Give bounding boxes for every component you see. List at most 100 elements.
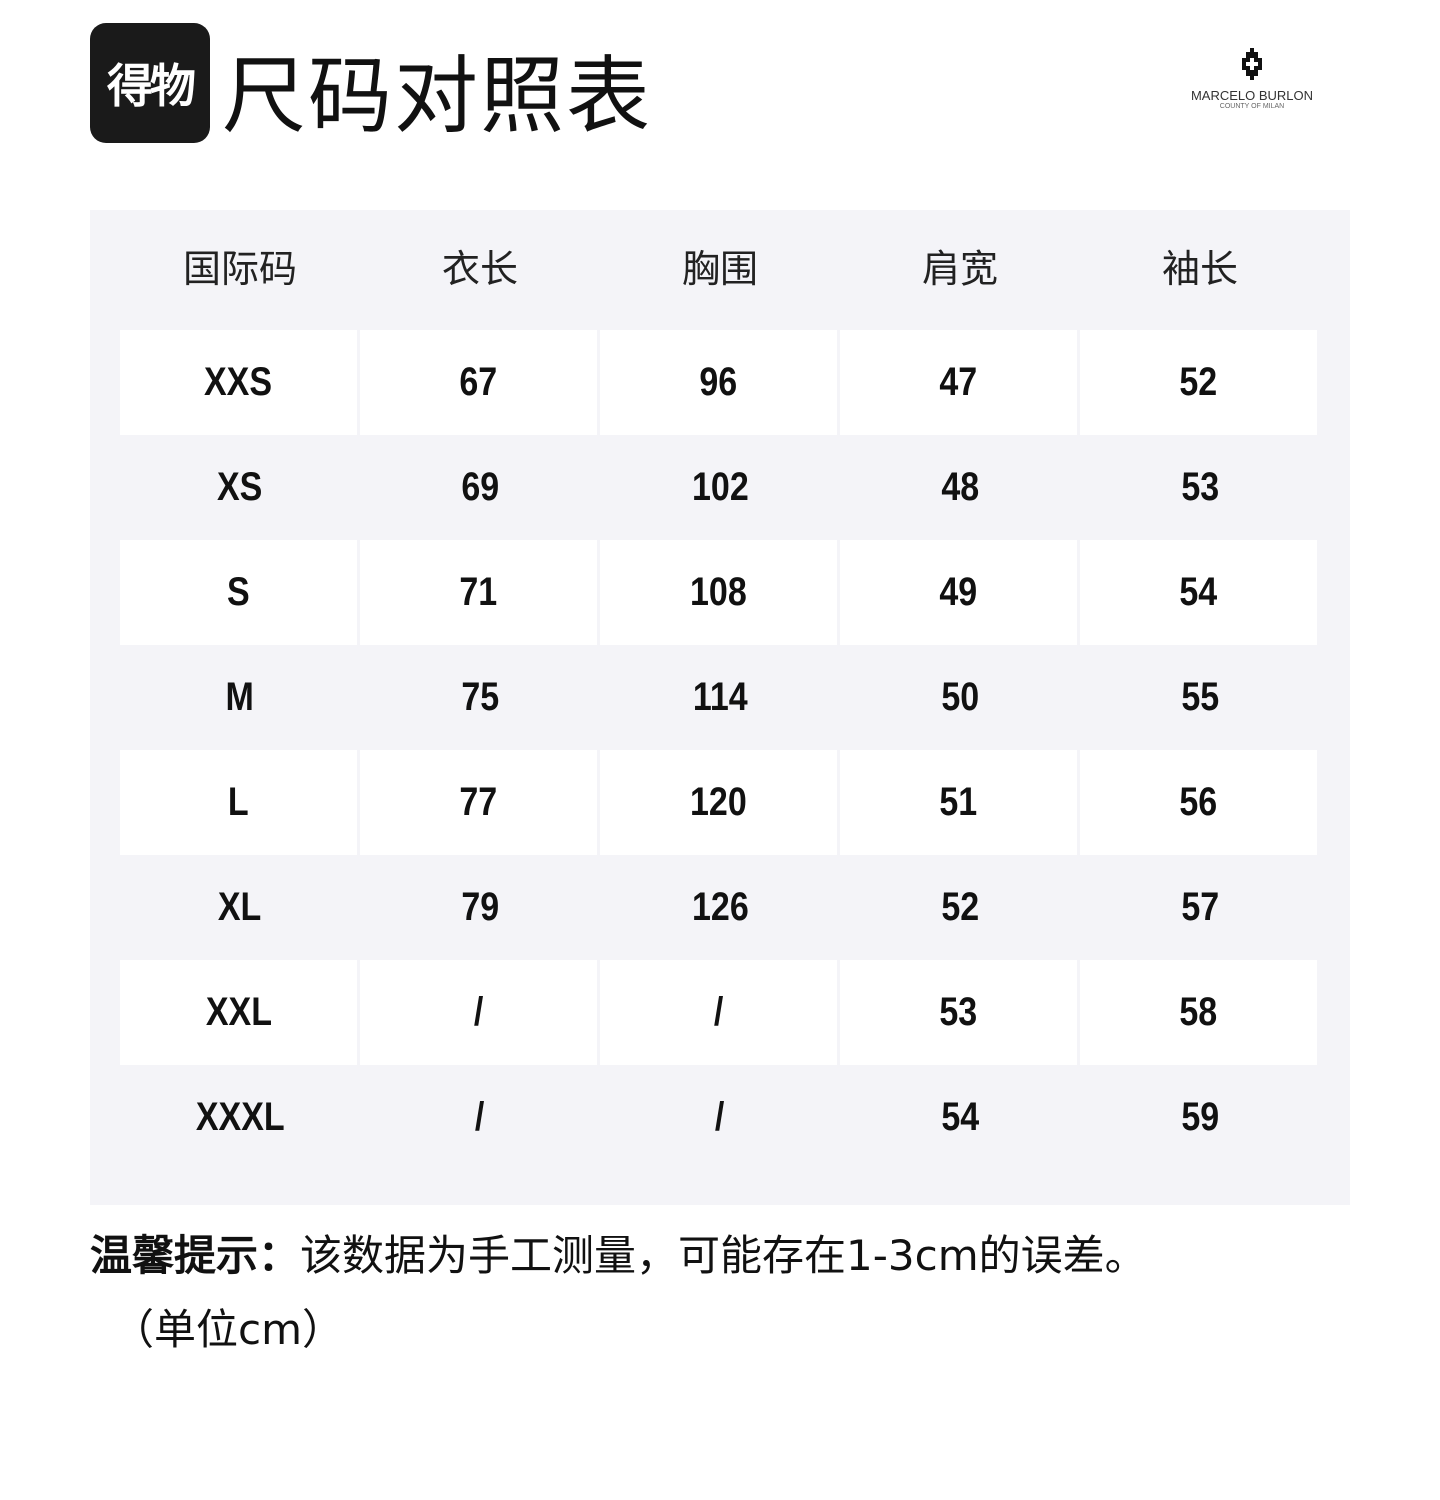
table-cell: 53 bbox=[1080, 435, 1320, 540]
table-row: XXL / / 53 58 bbox=[120, 960, 1320, 1065]
cell-value: 67 bbox=[459, 360, 498, 404]
column-header: 国际码 bbox=[182, 247, 297, 291]
table-cell: 67 bbox=[360, 330, 597, 435]
cell-value: / bbox=[715, 1095, 725, 1139]
cell-value: XL bbox=[218, 885, 262, 929]
table-cell: 75 bbox=[360, 645, 600, 750]
table-cell: / bbox=[360, 960, 597, 1065]
brand-logo: MARCELO BURLON COUNTY OF MILAN bbox=[1182, 48, 1322, 110]
cell-value: 108 bbox=[690, 570, 747, 614]
cell-value: 47 bbox=[939, 360, 978, 404]
cell-value: 55 bbox=[1181, 675, 1219, 719]
table-cell: 48 bbox=[840, 435, 1080, 540]
table-header: 国际码 衣长 胸围 肩宽 袖长 bbox=[120, 210, 1320, 330]
cell-value: 77 bbox=[459, 780, 498, 824]
cell-value: 102 bbox=[691, 465, 749, 509]
table-cell: 55 bbox=[1080, 645, 1320, 750]
table-cell: M bbox=[120, 645, 360, 750]
table-cell: 79 bbox=[360, 855, 600, 960]
column-header: 袖长 bbox=[1161, 247, 1238, 291]
cell-value: / bbox=[713, 990, 724, 1034]
table-cell: 49 bbox=[840, 540, 1077, 645]
table-cell: 53 bbox=[840, 960, 1077, 1065]
cell-value: 49 bbox=[939, 570, 978, 614]
brand-cross-icon bbox=[1242, 48, 1262, 80]
column-header: 衣长 bbox=[441, 247, 518, 291]
table-row: S 71 108 49 54 bbox=[120, 540, 1320, 645]
table-cell: 114 bbox=[600, 645, 840, 750]
table-cell: 59 bbox=[1080, 1065, 1320, 1170]
cell-value: 75 bbox=[461, 675, 499, 719]
table-cell: 47 bbox=[840, 330, 1077, 435]
table-cell: 102 bbox=[600, 435, 840, 540]
cell-value: 52 bbox=[1179, 360, 1218, 404]
cell-value: 48 bbox=[941, 465, 979, 509]
cell-value: 120 bbox=[690, 780, 747, 824]
column-header: 胸围 bbox=[681, 247, 758, 291]
cell-value: 56 bbox=[1179, 780, 1218, 824]
table-cell: 56 bbox=[1080, 750, 1317, 855]
table-cell: XXS bbox=[120, 330, 357, 435]
table-cell: 108 bbox=[600, 540, 837, 645]
table-cell: XS bbox=[120, 435, 360, 540]
table-cell: XXXL bbox=[120, 1065, 360, 1170]
cell-value: 126 bbox=[691, 885, 749, 929]
table-row: XXS 67 96 47 52 bbox=[120, 330, 1320, 435]
brand-name: MARCELO BURLON bbox=[1190, 88, 1314, 103]
table-row: L 77 120 51 56 bbox=[120, 750, 1320, 855]
cell-value: 69 bbox=[461, 465, 499, 509]
cell-value: XS bbox=[217, 465, 263, 509]
table-cell: / bbox=[600, 1065, 840, 1170]
cell-value: 53 bbox=[939, 990, 978, 1034]
table-cell: 54 bbox=[1080, 540, 1317, 645]
cell-value: 53 bbox=[1181, 465, 1219, 509]
table-cell: 120 bbox=[600, 750, 837, 855]
unit-note: （单位cm） bbox=[112, 1305, 345, 1354]
table-cell: 126 bbox=[600, 855, 840, 960]
table-cell: / bbox=[600, 960, 837, 1065]
table-cell: 58 bbox=[1080, 960, 1317, 1065]
column-header: 肩宽 bbox=[921, 247, 998, 291]
table-cell: XXL bbox=[120, 960, 357, 1065]
size-table: 国际码 衣长 胸围 肩宽 袖长 XXS 67 96 47 52 XS 69 102 48 53 S 71 108… bbox=[90, 210, 1350, 1205]
cell-value: L bbox=[228, 780, 249, 824]
tip-text: 该数据为手工测量，可能存在1-3cm的误差。 bbox=[300, 1231, 1147, 1280]
cell-value: XXS bbox=[204, 360, 273, 404]
table-cell: 51 bbox=[840, 750, 1077, 855]
dewu-logo: 得物 bbox=[90, 23, 210, 143]
cell-value: XXXL bbox=[195, 1095, 285, 1139]
table-row: XXXL / / 54 59 bbox=[120, 1065, 1320, 1170]
table-cell: 96 bbox=[600, 330, 837, 435]
cell-value: / bbox=[475, 1095, 485, 1139]
cell-value: 52 bbox=[941, 885, 979, 929]
cell-value: 54 bbox=[941, 1095, 979, 1139]
cell-value: / bbox=[473, 990, 484, 1034]
cell-value: 51 bbox=[939, 780, 978, 824]
cell-value: 114 bbox=[692, 675, 748, 719]
cell-value: 71 bbox=[459, 570, 498, 614]
cell-value: 54 bbox=[1179, 570, 1218, 614]
cell-value: S bbox=[227, 570, 250, 614]
cell-value: 58 bbox=[1179, 990, 1218, 1034]
tip-label: 温馨提示： bbox=[90, 1231, 301, 1280]
brand-subtitle: COUNTY OF MILAN bbox=[1219, 103, 1285, 110]
table-cell: XL bbox=[120, 855, 360, 960]
table-cell: 69 bbox=[360, 435, 600, 540]
tip-note: 温馨提示：该数据为手工测量，可能存在1-3cm的误差。 bbox=[90, 1226, 1147, 1286]
table-cell: 52 bbox=[1080, 330, 1317, 435]
table-row: M 75 114 50 55 bbox=[120, 645, 1320, 750]
table-row: XS 69 102 48 53 bbox=[120, 435, 1320, 540]
table-cell: 57 bbox=[1080, 855, 1320, 960]
table-cell: 54 bbox=[840, 1065, 1080, 1170]
cell-value: 79 bbox=[461, 885, 499, 929]
table-cell: L bbox=[120, 750, 357, 855]
cell-value: 96 bbox=[699, 360, 738, 404]
page-title: 尺码对照表 bbox=[222, 47, 653, 145]
cell-value: 59 bbox=[1181, 1095, 1219, 1139]
table-cell: 71 bbox=[360, 540, 597, 645]
cell-value: XXL bbox=[205, 990, 272, 1034]
table-cell: 50 bbox=[840, 645, 1080, 750]
table-cell: 52 bbox=[840, 855, 1080, 960]
table-cell: 77 bbox=[360, 750, 597, 855]
cell-value: M bbox=[225, 675, 255, 719]
